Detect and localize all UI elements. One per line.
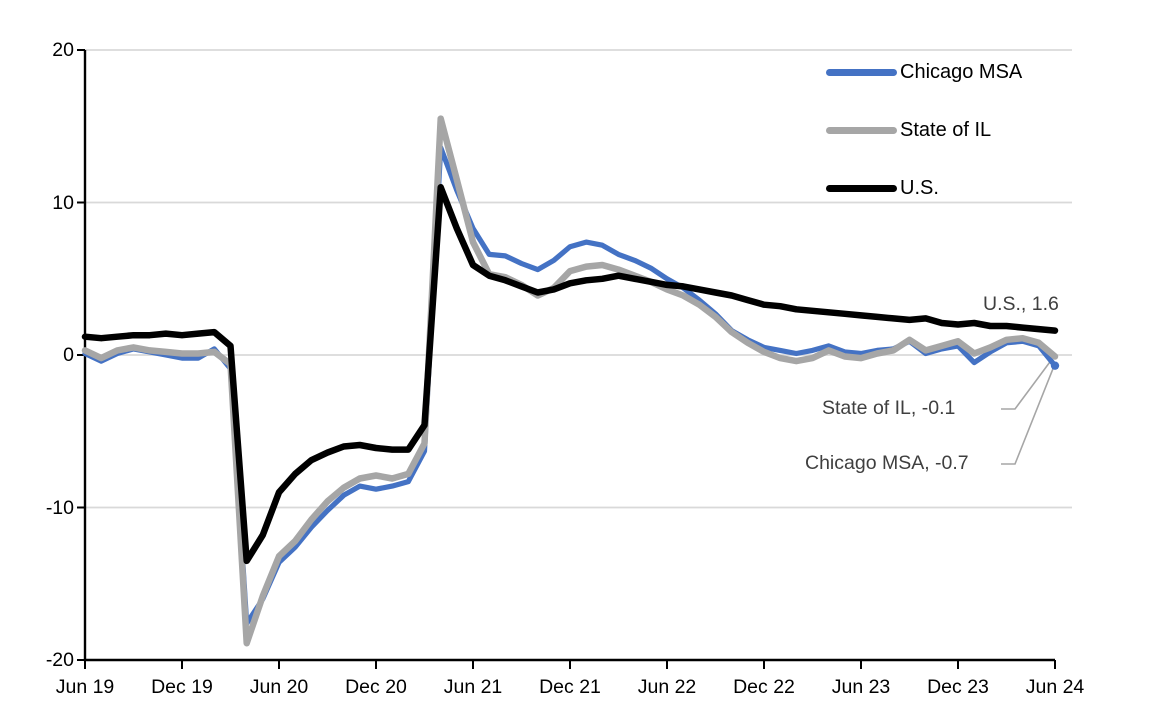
annotation-us-end-value: U.S., 1.6 <box>983 293 1059 315</box>
legend-item-us: U.S. <box>826 176 1022 201</box>
series-line-state-of-il <box>81 115 1059 647</box>
x-tick-label: Dec 23 <box>927 676 989 698</box>
annotation-state-of-il-end-value: State of IL, -0.1 <box>822 397 956 419</box>
y-tick-label: -10 <box>45 496 74 519</box>
series-line-u-s- <box>81 184 1059 565</box>
legend-item-state-of-il: State of IL <box>826 118 1022 143</box>
x-tick-label: Jun 23 <box>831 676 891 698</box>
x-tick-label: Jun 24 <box>1025 676 1085 698</box>
chicago-msa-endpoint-dot <box>1050 361 1060 370</box>
y-tick-label: 20 <box>52 39 74 61</box>
y-tick-label: 0 <box>63 344 74 366</box>
x-tick-label: Dec 22 <box>733 676 795 698</box>
y-tick-label: 10 <box>52 191 74 214</box>
legend-label-chicago-msa: Chicago MSA <box>900 61 1023 83</box>
legend: Chicago MSA State of IL U.S. <box>826 60 1022 201</box>
x-tick-label: Jun 22 <box>637 676 697 698</box>
x-tick-label: Dec 20 <box>345 676 407 698</box>
legend-label-state-of-il: State of IL <box>900 119 992 141</box>
state-of-il-line-swatch <box>826 127 897 134</box>
x-tick-label: Dec 21 <box>539 676 601 698</box>
x-tick-label: Jun 20 <box>249 676 309 698</box>
leader-line-state-of-il <box>1001 360 1052 410</box>
leader-line-chicago-msa <box>1001 368 1054 465</box>
x-tick-label: Jun 19 <box>55 676 115 698</box>
us-line-swatch <box>826 185 897 192</box>
x-tick-label: Dec 19 <box>151 676 213 698</box>
legend-label-us: U.S. <box>900 177 939 199</box>
x-tick-label: Jun 21 <box>443 676 503 698</box>
chicago-msa-line-swatch <box>826 69 897 76</box>
legend-item-chicago-msa: Chicago MSA <box>826 60 1022 85</box>
annotation-chicago-msa-end-value: Chicago MSA, -0.7 <box>805 452 969 474</box>
y-tick-label: -20 <box>45 649 74 671</box>
